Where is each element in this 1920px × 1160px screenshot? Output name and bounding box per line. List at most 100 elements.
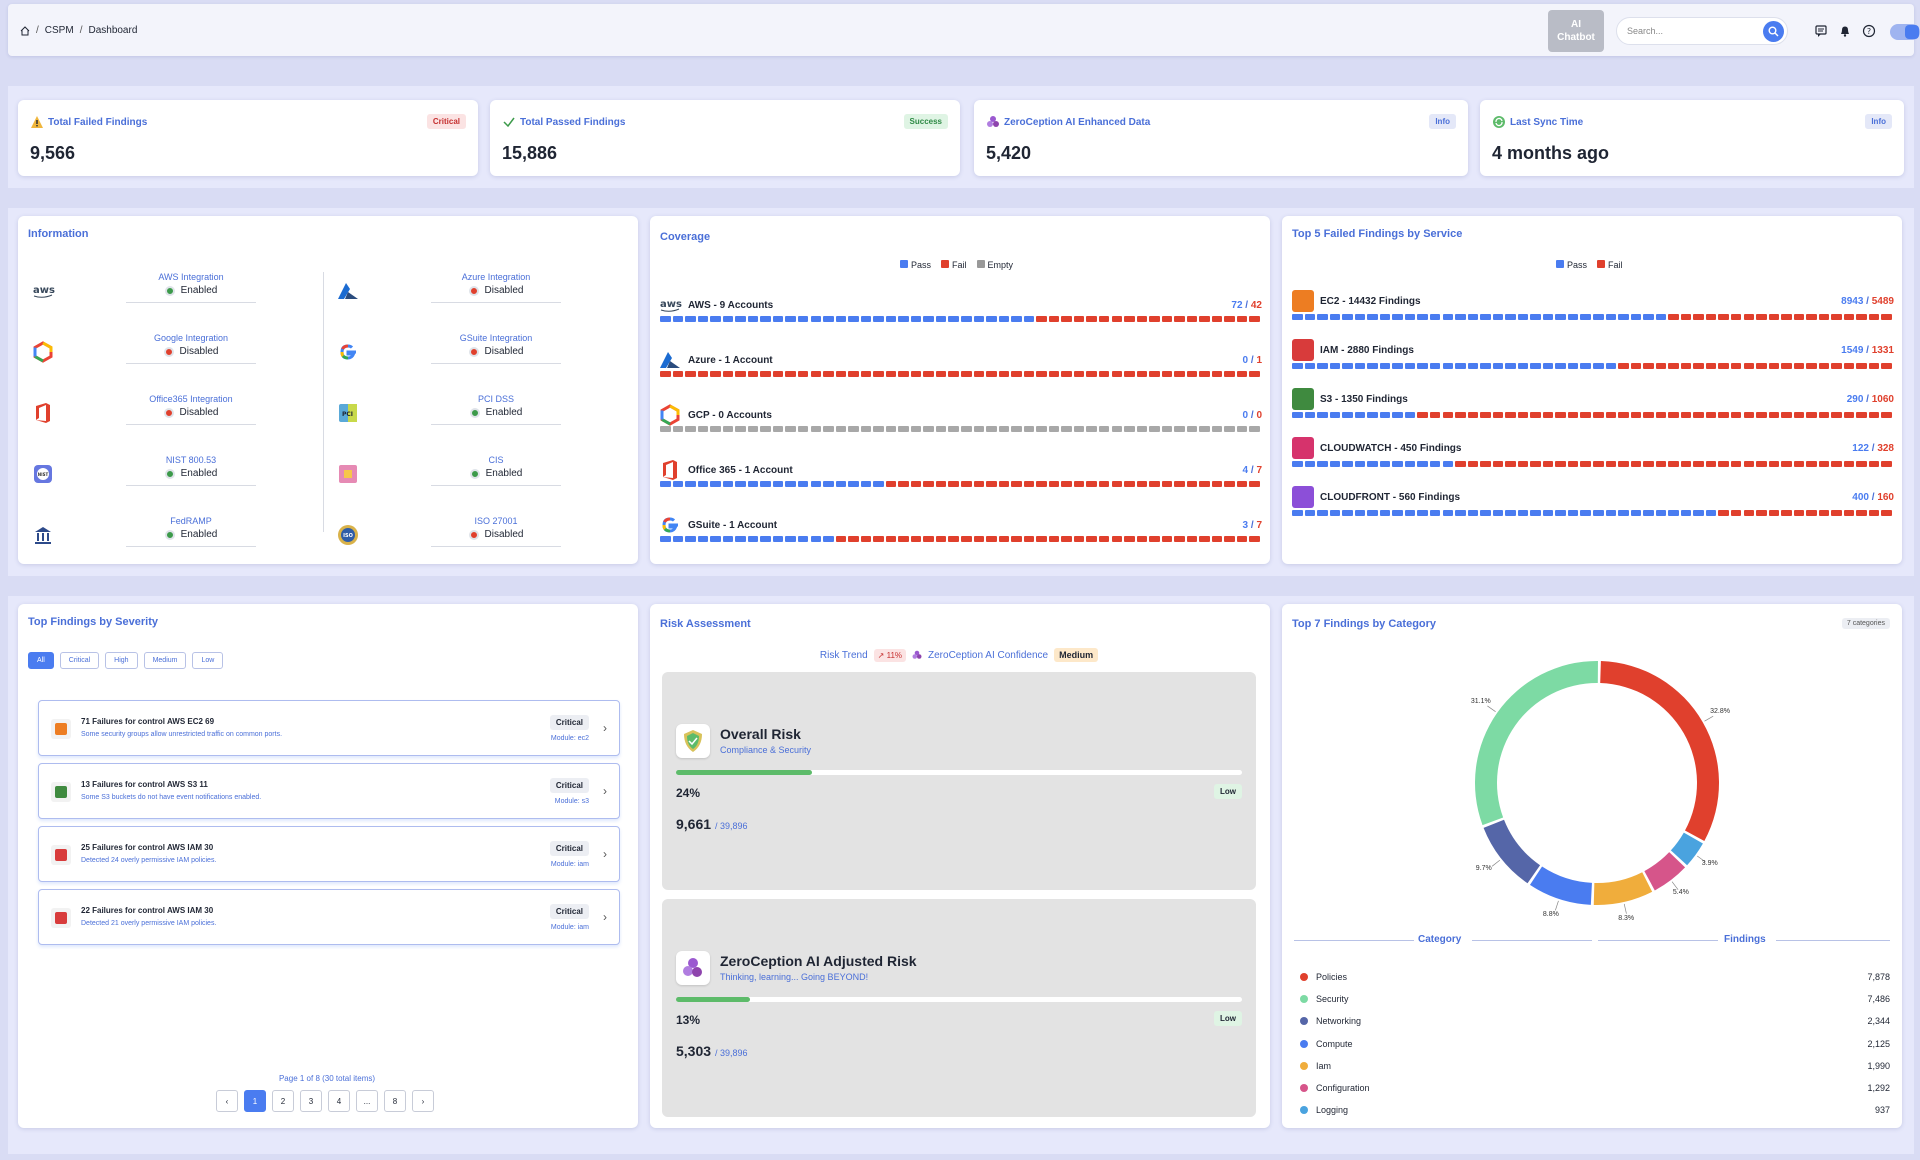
- risk-count-total: / 39,896: [714, 821, 748, 831]
- filter-critical[interactable]: Critical: [59, 652, 100, 669]
- bar-segment: [1455, 363, 1466, 369]
- bar-segment: [1517, 461, 1529, 467]
- integration-name[interactable]: CIS: [488, 455, 504, 465]
- integration-name[interactable]: GSuite Integration: [459, 333, 533, 343]
- integration-item[interactable]: GSuite Integration Disabled: [331, 333, 631, 381]
- integration-item[interactable]: aws AWS Integration Enabled: [26, 272, 326, 320]
- donut-slice-networking[interactable]: [1483, 819, 1541, 884]
- bar-segment: [1718, 461, 1729, 467]
- page-button[interactable]: 3: [300, 1090, 322, 1112]
- integration-name[interactable]: ISO 27001: [474, 516, 518, 526]
- integration-name[interactable]: FedRAMP: [170, 516, 212, 526]
- bar-segment: [735, 481, 746, 487]
- integration-name[interactable]: Google Integration: [153, 333, 229, 343]
- ai-chatbot-button[interactable]: AI Chatbot: [1548, 10, 1604, 52]
- search-button[interactable]: [1763, 21, 1784, 42]
- risk-progress-track: [676, 770, 1242, 775]
- bar-segment: [986, 316, 997, 322]
- integration-item[interactable]: NIST NIST 800.53 Enabled: [26, 455, 326, 503]
- bar-segment: [797, 316, 809, 322]
- bar-segment: [1730, 510, 1742, 516]
- integration-item[interactable]: CIS Enabled: [331, 455, 631, 503]
- integration-item[interactable]: Office365 Integration Disabled: [26, 394, 326, 442]
- integration-item[interactable]: Azure Integration Disabled: [331, 272, 631, 320]
- integration-item[interactable]: Google Integration Disabled: [26, 333, 326, 381]
- integration-item[interactable]: PCI PCI DSS Enabled: [331, 394, 631, 442]
- page-button[interactable]: 4: [328, 1090, 350, 1112]
- integration-name[interactable]: NIST 800.53: [165, 455, 217, 465]
- bar-segment: [685, 536, 696, 542]
- bar-segment: [1718, 314, 1729, 320]
- service-row-label: CLOUDWATCH - 450 Findings: [1292, 437, 1461, 459]
- theme-toggle[interactable]: [1890, 24, 1920, 40]
- chevron-right-icon[interactable]: ›: [603, 847, 607, 861]
- service-pass-count: 122: [1852, 443, 1869, 454]
- bar-segment: [1743, 510, 1755, 516]
- donut-slice-configuration[interactable]: [1644, 852, 1686, 891]
- bar-segment: [1429, 363, 1441, 369]
- donut-slice-policies[interactable]: [1600, 661, 1719, 841]
- filter-medium[interactable]: Medium: [143, 652, 187, 669]
- integration-name[interactable]: AWS Integration: [158, 272, 224, 282]
- filter-high[interactable]: High: [105, 652, 138, 669]
- category-row: Networking 2,344: [1300, 1014, 1890, 1028]
- finding-item[interactable]: 71 Failures for control AWS EC2 69 Some s…: [38, 700, 620, 756]
- filter-low[interactable]: Low: [192, 652, 224, 669]
- kpi-title: ZeroCeption AI Enhanced Data: [1004, 117, 1151, 128]
- finding-item[interactable]: 13 Failures for control AWS S3 11 Some S3…: [38, 763, 620, 819]
- chevron-right-icon[interactable]: ›: [603, 910, 607, 924]
- donut-slice-security[interactable]: [1475, 661, 1598, 826]
- finding-item[interactable]: 25 Failures for control AWS IAM 30 Detect…: [38, 826, 620, 882]
- page-button[interactable]: 1: [244, 1090, 266, 1112]
- chevron-right-icon[interactable]: ›: [603, 784, 607, 798]
- finding-item[interactable]: 22 Failures for control AWS IAM 30 Detect…: [38, 889, 620, 945]
- integration-item[interactable]: FedRAMP Enabled: [26, 516, 326, 564]
- chevron-right-icon[interactable]: ›: [603, 721, 607, 735]
- donut-slice-logging[interactable]: [1670, 832, 1703, 866]
- bar-segment: [898, 536, 909, 542]
- warning-icon: [30, 115, 44, 129]
- integration-name[interactable]: Azure Integration: [461, 272, 531, 282]
- bar-segment: [1367, 412, 1378, 418]
- bar-segment: [935, 316, 947, 322]
- page-button[interactable]: 2: [272, 1090, 294, 1112]
- bell-icon[interactable]: [1838, 24, 1852, 38]
- filter-all[interactable]: All: [28, 652, 54, 669]
- bar-segment: [722, 426, 734, 432]
- integration-name[interactable]: Office365 Integration: [149, 394, 233, 404]
- integration-name[interactable]: PCI DSS: [477, 394, 514, 404]
- finding-description: Some S3 buckets do not have event notifi…: [81, 794, 262, 801]
- bar-segment: [1655, 510, 1667, 516]
- bar-segment: [1530, 461, 1541, 467]
- page-button[interactable]: ‹: [216, 1090, 238, 1112]
- service-fail-count: 160: [1877, 492, 1894, 503]
- service-label: S3 - 1350 Findings: [1320, 393, 1408, 405]
- breadcrumb-item-cspm[interactable]: CSPM: [44, 25, 74, 36]
- risk-panel-subtitle: Thinking, learning... Going BEYOND!: [720, 972, 869, 982]
- chat-icon[interactable]: [1814, 24, 1828, 38]
- bar-segment: [860, 536, 872, 542]
- bar-segment: [998, 316, 1010, 322]
- page-button[interactable]: ...: [356, 1090, 378, 1112]
- home-icon[interactable]: [20, 25, 30, 36]
- help-icon[interactable]: ?: [1862, 24, 1876, 38]
- bar-segment: [760, 481, 771, 487]
- severity-filters: All Critical High Medium Low: [28, 652, 224, 669]
- severity-badge: Critical: [549, 715, 589, 730]
- bar-segment: [1643, 314, 1654, 320]
- bar-segment: [1199, 536, 1210, 542]
- category-column-header: Category: [1418, 934, 1462, 945]
- bar-segment: [1580, 363, 1591, 369]
- donut-slice-compute[interactable]: [1529, 866, 1592, 905]
- cis-logo-icon: [335, 461, 361, 487]
- category-value: 2,344: [1867, 1016, 1890, 1027]
- bar-segment: [860, 426, 872, 432]
- donut-slice-iam[interactable]: [1593, 872, 1653, 905]
- integration-item[interactable]: ISO ISO 27001 Disabled: [331, 516, 631, 564]
- bar-segment: [1868, 461, 1880, 467]
- bar-segment: [1768, 363, 1780, 369]
- search-input[interactable]: Search...: [1616, 17, 1788, 45]
- office-logo-icon: [658, 459, 682, 481]
- page-button[interactable]: 8: [384, 1090, 406, 1112]
- page-button[interactable]: ›: [412, 1090, 434, 1112]
